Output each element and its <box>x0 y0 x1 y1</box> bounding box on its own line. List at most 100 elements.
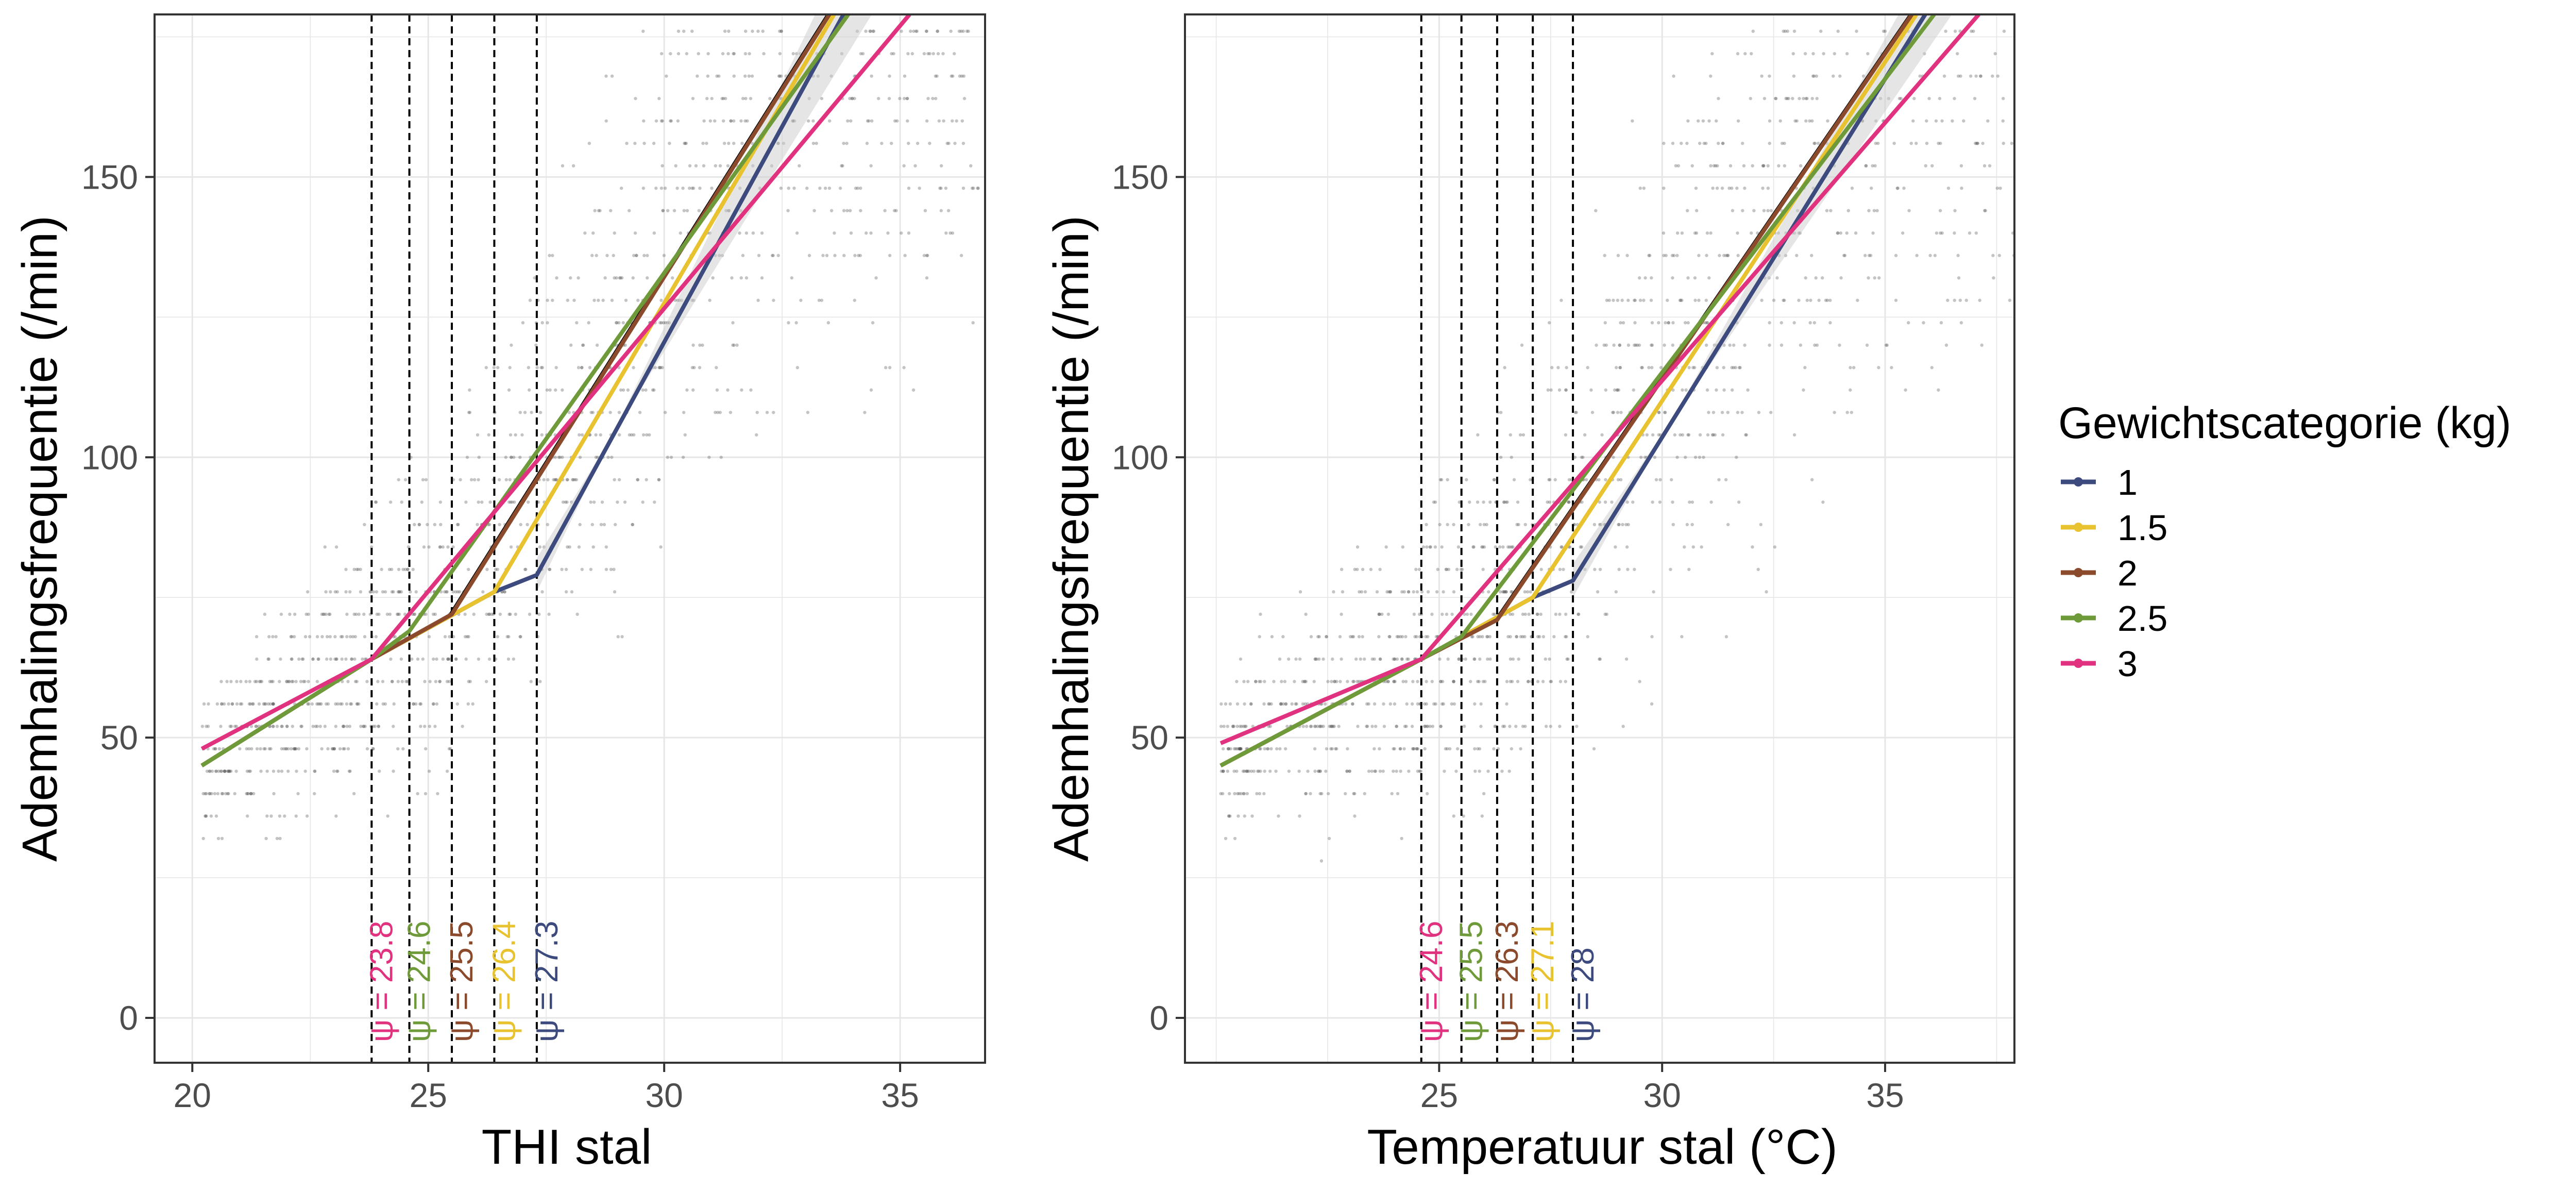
observation-point <box>905 96 909 101</box>
observation-point <box>1596 590 1600 594</box>
observation-point <box>682 411 686 414</box>
observation-point <box>1711 411 1716 414</box>
observation-point <box>1633 567 1636 572</box>
observation-point <box>1372 657 1376 661</box>
observation-point <box>715 366 718 370</box>
observation-point <box>426 523 429 527</box>
observation-point <box>821 254 825 257</box>
observation-point <box>551 298 554 302</box>
observation-point <box>705 96 709 101</box>
observation-point <box>717 74 721 78</box>
observation-point <box>393 635 397 639</box>
observation-point <box>1821 500 1825 504</box>
observation-point <box>1930 164 1934 168</box>
observation-point <box>496 635 499 639</box>
observation-point <box>572 298 576 302</box>
observation-point <box>288 612 292 616</box>
observation-point <box>1611 411 1615 414</box>
observation-point <box>1732 366 1736 370</box>
observation-point <box>859 209 862 212</box>
observation-point <box>902 366 906 370</box>
observation-point <box>239 680 243 683</box>
observation-point <box>1304 612 1308 616</box>
observation-point <box>1518 433 1522 437</box>
observation-point <box>1616 254 1620 257</box>
observation-point <box>427 769 431 773</box>
observation-point <box>721 119 725 123</box>
y-tick-label: 0 <box>1149 999 1168 1037</box>
observation-point <box>570 590 574 594</box>
observation-point <box>1423 747 1427 751</box>
observation-point <box>255 725 259 728</box>
observation-point <box>619 276 622 280</box>
observation-point <box>867 119 871 123</box>
observation-point <box>1809 298 1812 302</box>
observation-point <box>1429 545 1432 549</box>
legend-key-marker <box>2074 477 2083 487</box>
observation-point <box>1476 680 1480 683</box>
observation-point <box>1438 478 1443 481</box>
observation-point <box>1702 141 1706 145</box>
observation-point <box>1272 680 1276 683</box>
observation-point <box>1345 769 1349 773</box>
observation-point <box>718 164 722 168</box>
gridlines <box>1185 14 2014 1063</box>
observation-point <box>628 433 632 437</box>
observation-point <box>1396 792 1400 796</box>
observation-point <box>464 657 468 661</box>
observation-point <box>923 209 927 212</box>
observation-point <box>907 186 911 190</box>
observation-point <box>1378 769 1382 773</box>
observation-point <box>1687 366 1691 370</box>
observation-point <box>1321 725 1325 728</box>
observation-point <box>732 74 736 78</box>
observation-point <box>869 231 873 235</box>
observation-point <box>313 769 316 773</box>
observation-point <box>621 388 625 392</box>
observation-point <box>776 254 780 257</box>
observation-point <box>313 792 316 796</box>
observation-point <box>1832 74 1835 78</box>
observation-point <box>1390 792 1394 796</box>
observation-point <box>272 702 275 706</box>
observation-point <box>1617 388 1621 392</box>
observation-point <box>247 769 251 773</box>
observation-point <box>1403 725 1407 728</box>
observation-point <box>1536 635 1540 639</box>
observation-point <box>1527 680 1530 683</box>
observation-point <box>857 254 860 257</box>
observation-point <box>1873 276 1876 280</box>
observation-point <box>683 141 687 145</box>
observation-point <box>228 769 232 773</box>
observation-point <box>1452 523 1455 527</box>
y-tick-label: 100 <box>1112 438 1168 476</box>
observation-point <box>391 680 394 683</box>
observation-point <box>1415 590 1419 594</box>
observation-point <box>587 141 591 145</box>
observation-point <box>362 725 366 728</box>
observation-point <box>389 657 393 661</box>
observation-point <box>289 635 293 639</box>
observation-point <box>1598 657 1602 661</box>
observation-point <box>255 635 259 639</box>
observation-point <box>1377 635 1381 639</box>
observation-point <box>1465 478 1468 481</box>
observation-point <box>2025 321 2028 324</box>
observation-point <box>1382 702 1385 706</box>
observation-point <box>334 702 337 706</box>
observation-point <box>1243 769 1246 773</box>
observation-point <box>2016 209 2019 212</box>
x-tick-label: 35 <box>881 1076 919 1114</box>
observation-point <box>1554 612 1558 616</box>
observation-point <box>1416 680 1419 683</box>
observation-point <box>1232 747 1236 751</box>
observation-point <box>1825 209 1829 212</box>
observation-point <box>512 456 516 459</box>
observation-point <box>443 590 447 594</box>
observation-point <box>332 747 336 751</box>
observation-point <box>795 366 800 370</box>
observation-point <box>960 74 964 78</box>
observation-point <box>1804 96 1808 101</box>
observation-point <box>1338 635 1342 639</box>
observation-point <box>352 612 356 616</box>
